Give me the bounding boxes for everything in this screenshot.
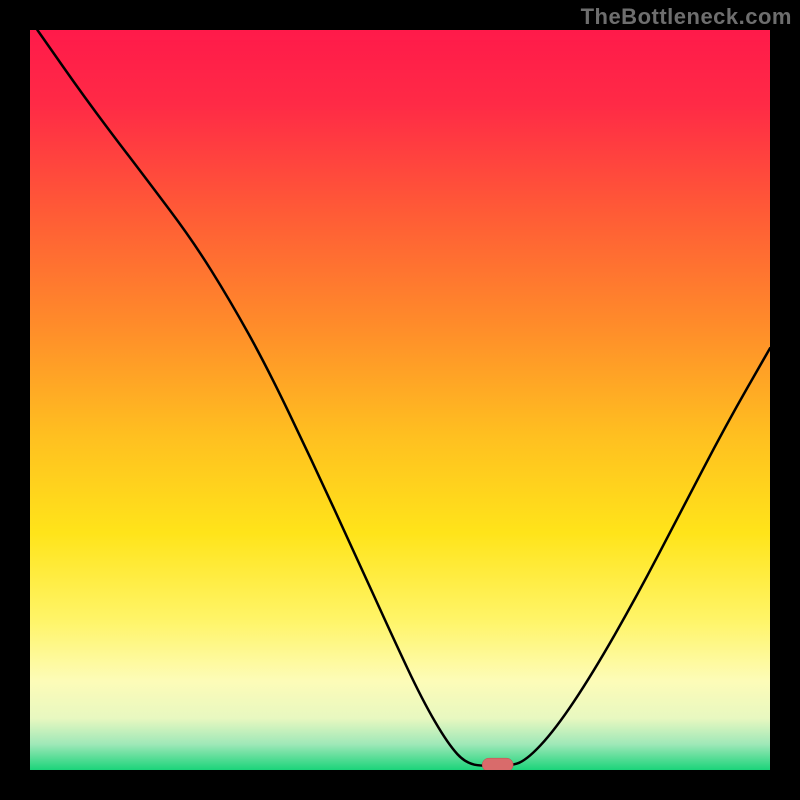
gradient-background <box>30 30 770 770</box>
gradient-line-chart <box>30 30 770 770</box>
watermark-text: TheBottleneck.com <box>581 4 792 30</box>
optimal-marker <box>482 758 513 770</box>
chart-plot-area <box>30 30 770 770</box>
chart-frame: TheBottleneck.com <box>0 0 800 800</box>
